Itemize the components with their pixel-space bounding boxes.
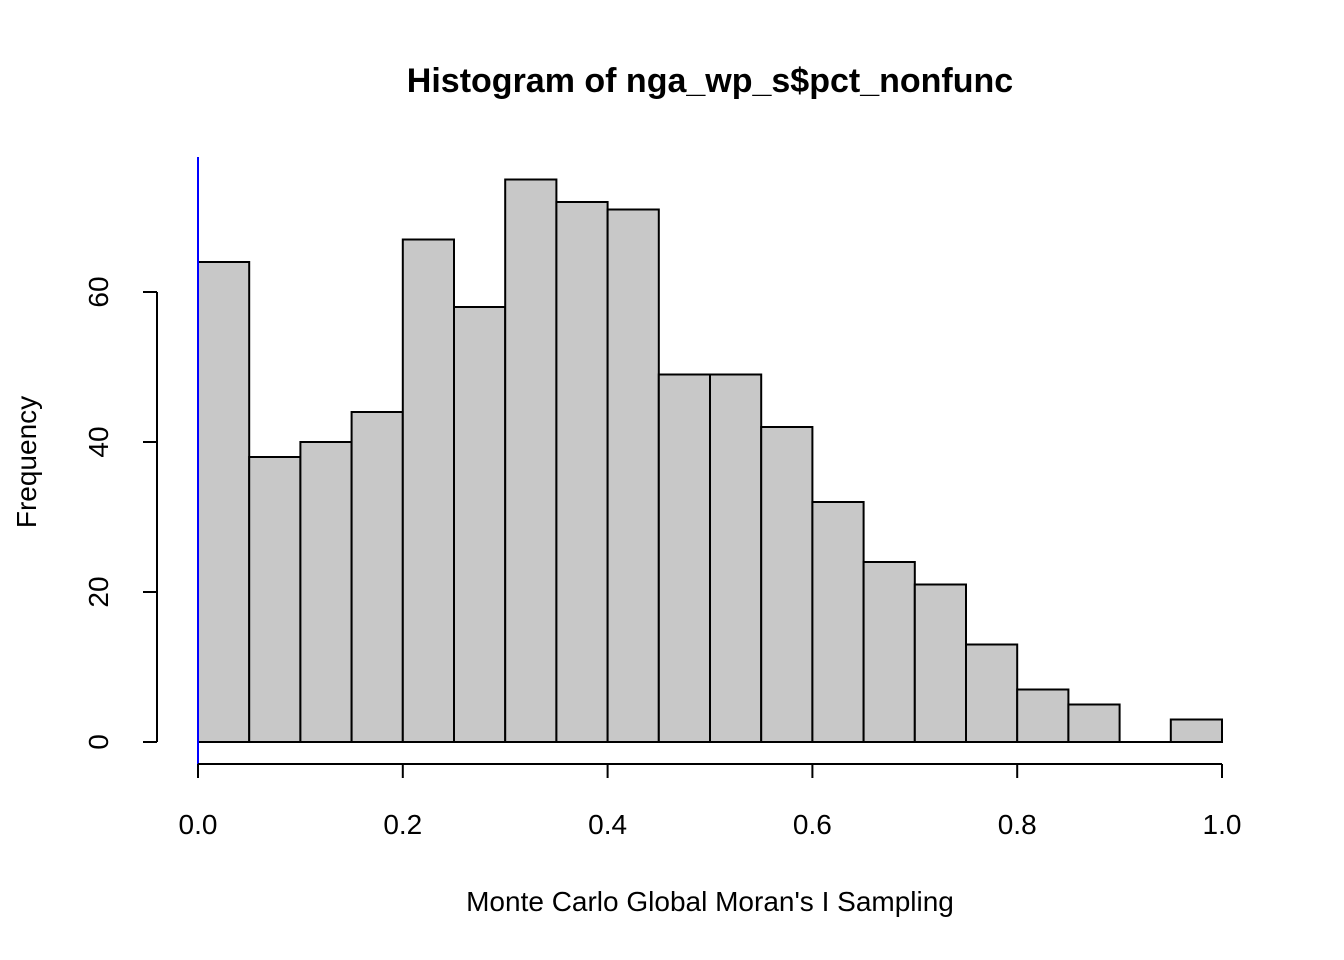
histogram-bar [657,373,711,743]
y-tick-label: 20 [83,576,114,607]
histogram-bar [862,561,916,743]
histogram-bars [197,178,1224,743]
histogram-bar [811,501,865,743]
histogram-bar [1169,718,1224,743]
y-axis-label: Frequency [11,396,42,528]
x-tick-label: 0.2 [383,809,422,840]
y-tick-label: 0 [83,734,114,750]
histogram-bar [299,441,353,743]
y-axis: 0 20 40 60 [83,276,158,750]
histogram-bar [504,178,558,743]
y-tick-label: 40 [83,426,114,457]
histogram-bar [965,643,1019,743]
histogram-bar [350,411,404,743]
x-tick-label: 0.8 [998,809,1037,840]
histogram-bar [248,456,302,743]
x-tick-label: 1.0 [1203,809,1242,840]
histogram-bar [401,238,455,743]
histogram-bar [709,373,763,743]
x-tick-label: 0.6 [793,809,832,840]
histogram-bar [606,208,660,743]
x-tick-label: 0.4 [588,809,627,840]
histogram-bar [197,261,251,743]
chart-title: Histogram of nga_wp_s$pct_nonfunc [407,62,1013,100]
y-tick-label: 60 [83,276,114,307]
histogram-bar [555,201,609,743]
x-axis-label: Monte Carlo Global Moran's I Sampling [466,886,954,917]
x-tick-label: 0.0 [179,809,218,840]
histogram-bar [453,306,507,743]
histogram-bar [913,583,967,743]
histogram-bar [1016,688,1070,743]
x-axis: 0.0 0.2 0.4 0.6 0.8 1.0 [179,763,1242,840]
histogram-bar [1067,703,1121,743]
histogram-bar [760,426,814,743]
